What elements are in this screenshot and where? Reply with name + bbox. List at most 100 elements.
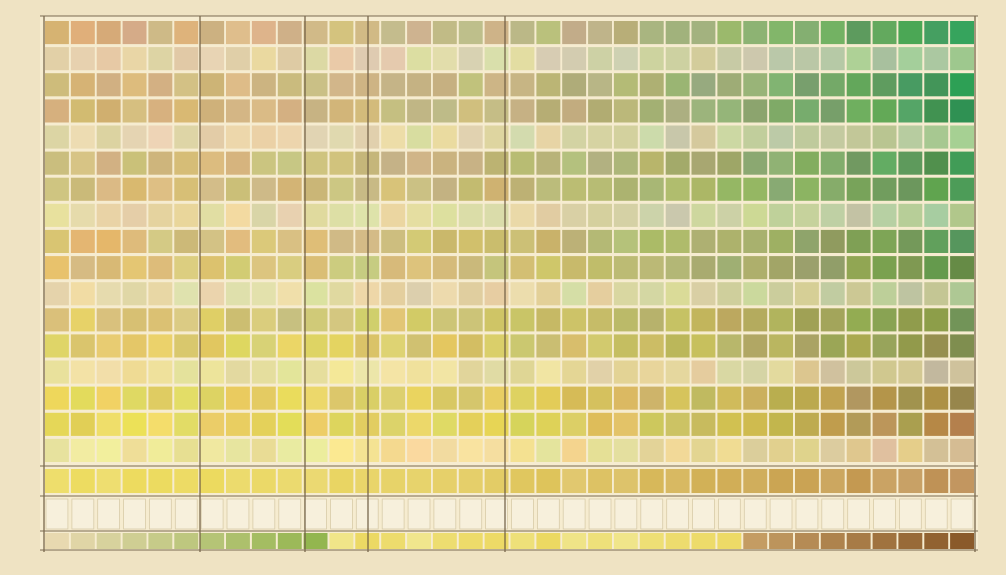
swatch: [45, 282, 69, 306]
swatch: [96, 412, 121, 436]
swatch: [303, 21, 328, 45]
swatch: [536, 229, 561, 253]
swatch: [303, 229, 328, 253]
swatch: [329, 21, 354, 45]
swatch: [743, 73, 768, 97]
swatch: [691, 412, 716, 436]
swatch: [536, 282, 561, 306]
swatch: [407, 386, 431, 410]
swatch: [355, 533, 380, 549]
swatch: [226, 533, 250, 549]
swatch: [45, 177, 69, 201]
swatch: [407, 469, 431, 493]
swatch: [251, 177, 276, 201]
swatch: [691, 99, 716, 123]
swatch: [200, 469, 225, 493]
swatch: [484, 177, 509, 201]
swatch: [303, 438, 328, 462]
swatch: [251, 151, 276, 175]
swatch: [588, 229, 612, 253]
swatch: [355, 360, 380, 384]
swatch: [329, 386, 354, 410]
swatch: [96, 47, 121, 71]
swatch: [924, 412, 949, 436]
swatch: [355, 308, 380, 332]
swatch: [639, 334, 664, 358]
swatch: [820, 412, 845, 436]
swatch: [458, 229, 483, 253]
swatch: [795, 308, 819, 332]
swatch: [45, 360, 69, 384]
swatch: [407, 151, 431, 175]
swatch: [458, 282, 483, 306]
swatch: [70, 177, 95, 201]
swatch: [458, 412, 483, 436]
swatch: [251, 99, 276, 123]
swatch: [96, 99, 121, 123]
swatch: [174, 533, 199, 549]
swatch: [769, 151, 793, 175]
swatch: [769, 282, 793, 306]
swatch: [407, 334, 431, 358]
swatch: [536, 256, 561, 280]
swatch: [536, 47, 561, 71]
swatch: [898, 438, 923, 462]
swatch: [432, 308, 457, 332]
swatch: [795, 203, 819, 227]
swatch: [872, 21, 897, 45]
swatch: [665, 360, 690, 384]
swatch: [613, 334, 638, 358]
swatch: [381, 533, 406, 549]
swatch: [924, 334, 949, 358]
swatch: [122, 47, 147, 71]
swatch: [588, 256, 612, 280]
swatch: [355, 47, 380, 71]
swatch: [639, 438, 664, 462]
swatch: [691, 438, 716, 462]
swatch: [510, 151, 535, 175]
swatch: [950, 360, 974, 384]
swatch: [303, 99, 328, 123]
swatch: [277, 177, 302, 201]
swatch: [898, 21, 923, 45]
swatch: [432, 469, 457, 493]
swatch: [251, 412, 276, 436]
swatch: [924, 308, 949, 332]
swatch: [174, 125, 199, 149]
swatch: [355, 73, 380, 97]
swatch: [200, 73, 225, 97]
swatch: [872, 412, 897, 436]
swatch: [407, 282, 431, 306]
label-cell: [899, 498, 922, 530]
swatch: [251, 438, 276, 462]
swatch: [691, 360, 716, 384]
swatch: [226, 73, 250, 97]
swatch: [820, 229, 845, 253]
swatch: [924, 73, 949, 97]
swatch: [717, 125, 742, 149]
swatch: [924, 438, 949, 462]
swatch: [536, 386, 561, 410]
swatch: [70, 438, 95, 462]
swatch: [510, 533, 535, 549]
label-cell: [666, 498, 690, 530]
swatch: [407, 99, 431, 123]
label-cell: [821, 498, 845, 530]
swatch: [898, 73, 923, 97]
swatch: [872, 438, 897, 462]
swatch: [122, 469, 147, 493]
swatch: [303, 308, 328, 332]
swatch: [613, 151, 638, 175]
swatch: [251, 334, 276, 358]
swatch: [251, 125, 276, 149]
swatch: [562, 256, 587, 280]
swatch: [329, 47, 354, 71]
swatch: [355, 203, 380, 227]
swatch: [795, 438, 819, 462]
swatch: [458, 99, 483, 123]
swatch: [407, 412, 431, 436]
swatch: [200, 334, 225, 358]
swatch: [432, 177, 457, 201]
swatch: [769, 386, 793, 410]
swatch: [96, 203, 121, 227]
